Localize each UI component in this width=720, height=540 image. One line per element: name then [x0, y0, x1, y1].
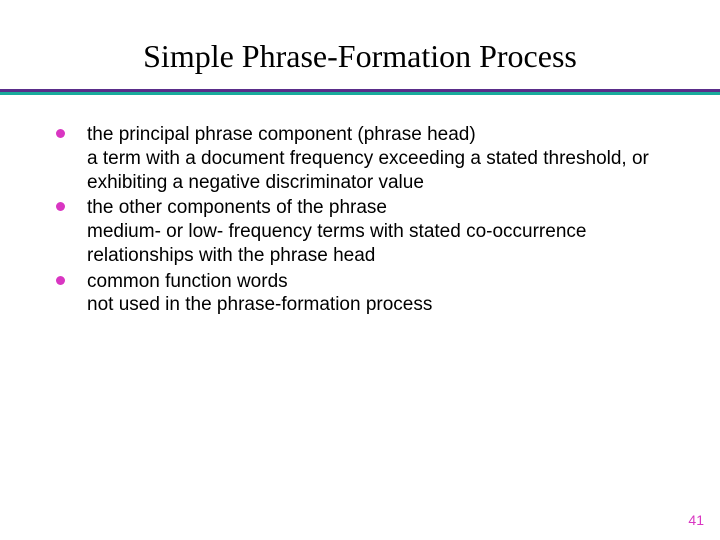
content-area: the principal phrase component (phrase h…: [0, 95, 720, 317]
bullet-icon: [56, 276, 65, 285]
page-number: 41: [688, 512, 704, 528]
item-body: not used in the phrase-formation process: [87, 294, 432, 315]
item-heading: the other components of the phrase: [87, 197, 387, 218]
item-body: a term with a document frequency exceedi…: [87, 148, 649, 193]
list-item: the other components of the phrase mediu…: [48, 196, 672, 267]
item-text: the principal phrase component (phrase h…: [87, 123, 672, 194]
item-heading: common function words: [87, 271, 288, 292]
bullet-icon: [56, 129, 65, 138]
list-item: common function words not used in the ph…: [48, 270, 672, 318]
item-body: medium- or low- frequency terms with sta…: [87, 221, 586, 266]
slide-title: Simple Phrase-Formation Process: [0, 0, 720, 89]
list-item: the principal phrase component (phrase h…: [48, 123, 672, 194]
bullet-icon: [56, 202, 65, 211]
item-text: common function words not used in the ph…: [87, 270, 432, 318]
item-heading: the principal phrase component (phrase h…: [87, 124, 476, 145]
item-text: the other components of the phrase mediu…: [87, 196, 672, 267]
